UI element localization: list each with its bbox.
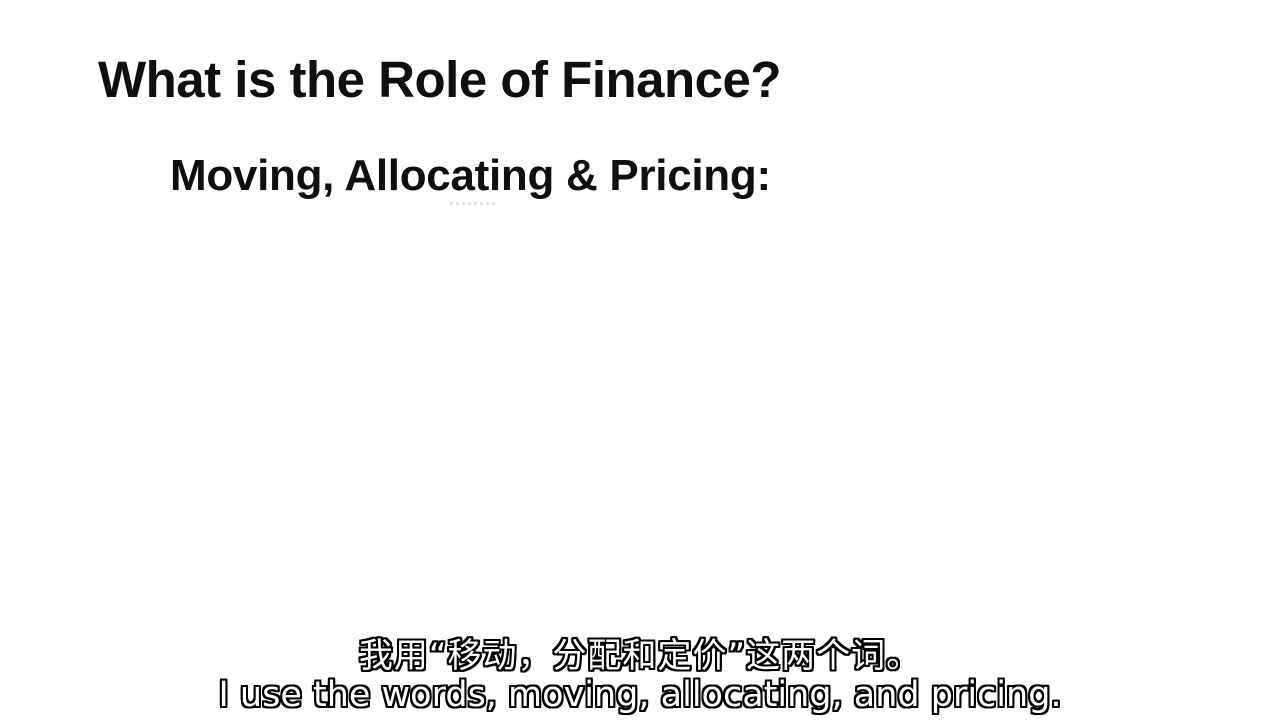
caption-chinese: 我用“移动，分配和定价”这两个词。 <box>358 636 922 676</box>
caption-english: I use the words, moving, allocating, and… <box>218 675 1062 715</box>
faint-underline-mark <box>450 202 496 205</box>
slide-title: What is the Role of Finance? <box>98 51 782 108</box>
slide-subtitle: Moving, Allocating & Pricing: <box>170 151 771 200</box>
